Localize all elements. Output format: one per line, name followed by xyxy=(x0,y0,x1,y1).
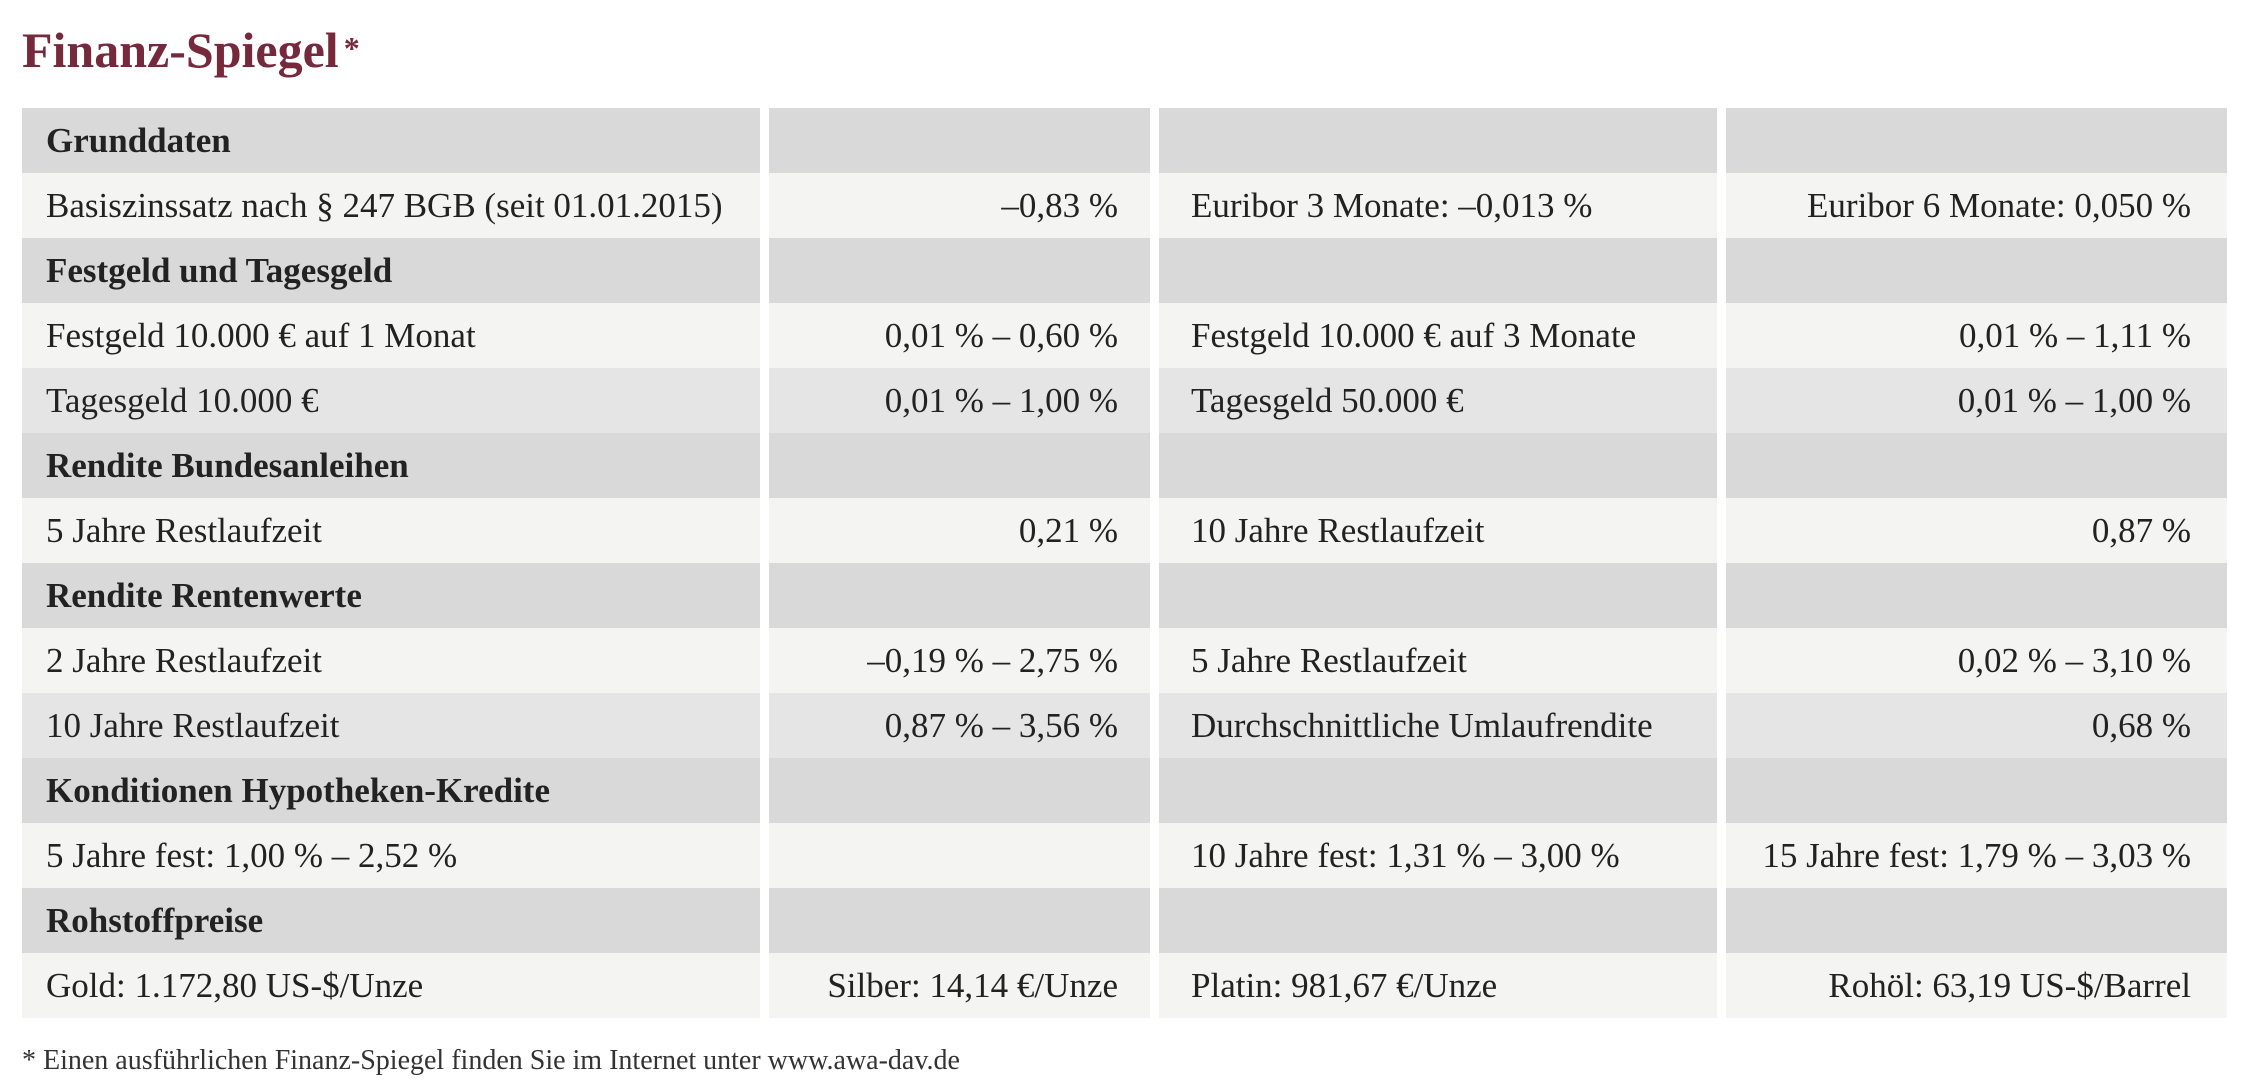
item-label-2: Platin: 981,67 €/Unze xyxy=(1159,953,1717,1018)
empty-cell xyxy=(1726,888,2227,953)
empty-cell xyxy=(1726,758,2227,823)
item-label-2: Euribor 3 Monate: –0,013 % xyxy=(1159,173,1717,238)
item-value xyxy=(769,823,1150,888)
item-label: 5 Jahre fest: 1,00 % – 2,52 % xyxy=(22,823,760,888)
empty-cell xyxy=(1726,238,2227,303)
empty-cell xyxy=(1159,433,1717,498)
item-value-2: 0,01 % – 1,00 % xyxy=(1726,368,2227,433)
empty-cell xyxy=(769,563,1150,628)
item-label: 2 Jahre Restlaufzeit xyxy=(22,628,760,693)
item-value: 0,01 % – 1,00 % xyxy=(769,368,1150,433)
table-row: 2 Jahre Restlaufzeit –0,19 % – 2,75 % 5 … xyxy=(22,628,2227,693)
empty-cell xyxy=(769,433,1150,498)
item-value-2: 0,01 % – 1,11 % xyxy=(1726,303,2227,368)
item-value: 0,01 % – 0,60 % xyxy=(769,303,1150,368)
item-value: 0,21 % xyxy=(769,498,1150,563)
item-value: 0,87 % – 3,56 % xyxy=(769,693,1150,758)
item-label-2: Tagesgeld 50.000 € xyxy=(1159,368,1717,433)
table-row: 5 Jahre fest: 1,00 % – 2,52 % 10 Jahre f… xyxy=(22,823,2227,888)
empty-cell xyxy=(1726,433,2227,498)
section-header-row: Festgeld und Tagesgeld xyxy=(22,238,2227,303)
section-header-row: Rohstoffpreise xyxy=(22,888,2227,953)
empty-cell xyxy=(769,238,1150,303)
empty-cell xyxy=(769,108,1150,173)
section-heading: Rendite Rentenwerte xyxy=(22,563,760,628)
item-value-2: 0,87 % xyxy=(1726,498,2227,563)
item-value: Silber: 14,14 €/Unze xyxy=(769,953,1150,1018)
section-heading: Rendite Bundesanleihen xyxy=(22,433,760,498)
title-footnote-marker: * xyxy=(343,30,360,66)
section-header-row: Konditionen Hypotheken-Kredite xyxy=(22,758,2227,823)
item-label-2: 5 Jahre Restlaufzeit xyxy=(1159,628,1717,693)
empty-cell xyxy=(769,888,1150,953)
empty-cell xyxy=(1159,563,1717,628)
title-text: Finanz-Spiegel xyxy=(22,22,339,78)
section-heading: Grunddaten xyxy=(22,108,760,173)
table-row: Gold: 1.172,80 US-$/Unze Silber: 14,14 €… xyxy=(22,953,2227,1018)
item-label: 10 Jahre Restlaufzeit xyxy=(22,693,760,758)
section-header-row: Rendite Rentenwerte xyxy=(22,563,2227,628)
item-label: Gold: 1.172,80 US-$/Unze xyxy=(22,953,760,1018)
item-value-2: Euribor 6 Monate: 0,050 % xyxy=(1726,173,2227,238)
empty-cell xyxy=(1726,563,2227,628)
item-label-2: Festgeld 10.000 € auf 3 Monate xyxy=(1159,303,1717,368)
footnote: * Einen ausführlichen Finanz-Spiegel fin… xyxy=(22,1045,960,1076)
item-label: Festgeld 10.000 € auf 1 Monat xyxy=(22,303,760,368)
item-value-2: 0,02 % – 3,10 % xyxy=(1726,628,2227,693)
item-value-2: 15 Jahre fest: 1,79 % – 3,03 % xyxy=(1726,823,2227,888)
item-label: Basiszinssatz nach § 247 BGB (seit 01.01… xyxy=(22,173,760,238)
table-row: 5 Jahre Restlaufzeit 0,21 % 10 Jahre Res… xyxy=(22,498,2227,563)
table-row: Festgeld 10.000 € auf 1 Monat 0,01 % – 0… xyxy=(22,303,2227,368)
empty-cell xyxy=(1726,108,2227,173)
empty-cell xyxy=(1159,888,1717,953)
finance-table: Grunddaten Basiszinssatz nach § 247 BGB … xyxy=(22,108,2227,1018)
item-value-2: Rohöl: 63,19 US-$/Barrel xyxy=(1726,953,2227,1018)
item-label-2: 10 Jahre fest: 1,31 % – 3,00 % xyxy=(1159,823,1717,888)
empty-cell xyxy=(1159,108,1717,173)
empty-cell xyxy=(1159,758,1717,823)
section-header-row: Grunddaten xyxy=(22,108,2227,173)
section-heading: Konditionen Hypotheken-Kredite xyxy=(22,758,760,823)
item-value: –0,19 % – 2,75 % xyxy=(769,628,1150,693)
item-label-2: Durchschnittliche Umlaufrendite xyxy=(1159,693,1717,758)
item-label-2: 10 Jahre Restlaufzeit xyxy=(1159,498,1717,563)
section-heading: Festgeld und Tagesgeld xyxy=(22,238,760,303)
item-label: Tagesgeld 10.000 € xyxy=(22,368,760,433)
table-row: Basiszinssatz nach § 247 BGB (seit 01.01… xyxy=(22,173,2227,238)
item-label: 5 Jahre Restlaufzeit xyxy=(22,498,760,563)
empty-cell xyxy=(1159,238,1717,303)
table-row: Tagesgeld 10.000 € 0,01 % – 1,00 % Tages… xyxy=(22,368,2227,433)
section-heading: Rohstoffpreise xyxy=(22,888,760,953)
empty-cell xyxy=(769,758,1150,823)
section-header-row: Rendite Bundesanleihen xyxy=(22,433,2227,498)
item-value-2: 0,68 % xyxy=(1726,693,2227,758)
item-value: –0,83 % xyxy=(769,173,1150,238)
page-title: Finanz-Spiegel * xyxy=(22,22,360,78)
table-row: 10 Jahre Restlaufzeit 0,87 % – 3,56 % Du… xyxy=(22,693,2227,758)
